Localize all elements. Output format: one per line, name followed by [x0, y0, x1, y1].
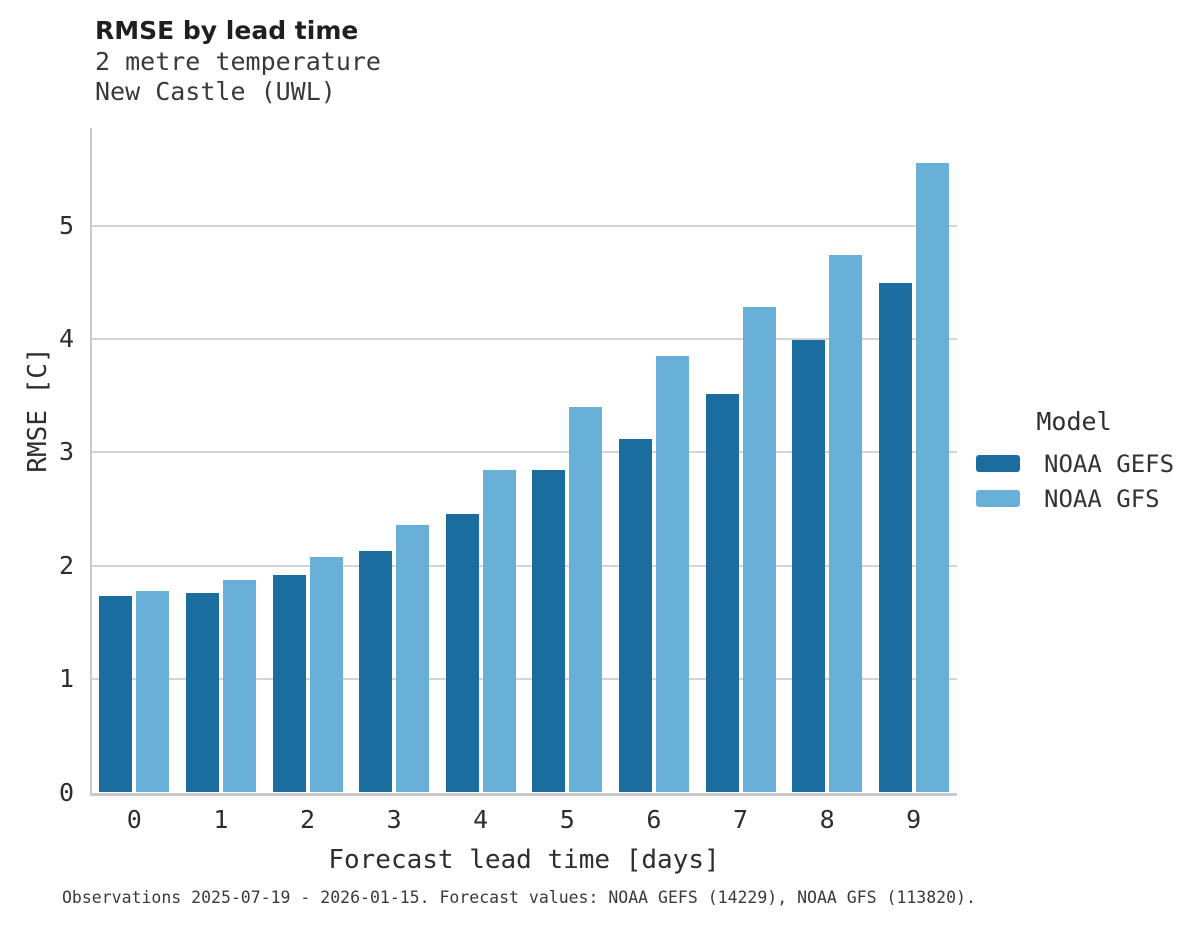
bar-noaa-gfs-lead-7 — [742, 307, 776, 793]
title-block: RMSE by lead time 2 metre temperature Ne… — [95, 14, 381, 107]
gridline-y-1 — [91, 678, 957, 681]
x-tick-label-7: 7 — [732, 805, 749, 834]
y-tick-label-2: 2 — [58, 550, 74, 580]
bar-noaa-gefs-lead-8 — [792, 340, 826, 793]
gridline-y-4 — [91, 337, 957, 340]
gridline-y-5 — [91, 224, 957, 227]
legend-item-noaa-gefs: NOAA GEFS — [976, 446, 1175, 481]
x-tick-label-3: 3 — [386, 805, 402, 834]
bar-noaa-gefs-lead-5 — [532, 470, 566, 793]
x-axis-spine — [89, 792, 957, 796]
legend-items: NOAA GEFS NOAA GFS — [976, 446, 1175, 516]
legend-title: Model — [1036, 407, 1112, 436]
bar-noaa-gfs-lead-2 — [309, 556, 343, 793]
y-tick-label-4: 4 — [58, 323, 74, 353]
chart-subtitle-variable: 2 metre temperature — [95, 47, 381, 76]
bar-noaa-gefs-lead-0 — [99, 596, 133, 793]
y-tick-label-3: 3 — [58, 437, 74, 467]
gridline-y-2 — [91, 564, 957, 567]
x-tick-label-4: 4 — [473, 805, 489, 834]
bar-noaa-gfs-lead-5 — [569, 406, 603, 793]
legend-item-noaa-gfs: NOAA GFS — [976, 481, 1172, 516]
y-tick-label-0: 0 — [58, 777, 74, 807]
y-axis-spine — [89, 128, 92, 796]
legend-swatch-icon — [976, 490, 1020, 507]
x-tick-label-1: 1 — [213, 805, 229, 834]
x-tick-label-5: 5 — [559, 805, 575, 834]
chart-subtitle-station: New Castle (UWL) — [95, 77, 336, 106]
x-tick-label-6: 6 — [646, 805, 662, 834]
bar-noaa-gefs-lead-6 — [618, 438, 652, 793]
x-tick-label-0: 0 — [126, 805, 142, 834]
legend-label: NOAA GEFS — [1044, 449, 1175, 478]
bar-noaa-gefs-lead-2 — [272, 574, 306, 793]
x-tick-label-8: 8 — [819, 805, 835, 834]
y-tick-label-5: 5 — [58, 210, 74, 240]
y-axis-label: RMSE [C] — [23, 347, 53, 473]
bar-noaa-gefs-lead-4 — [445, 513, 479, 793]
bar-noaa-gfs-lead-1 — [222, 580, 256, 793]
bar-noaa-gfs-lead-3 — [396, 524, 430, 793]
x-tick-label-9: 9 — [906, 805, 922, 834]
caption-footnote: Observations 2025-07-19 - 2026-01-15. Fo… — [62, 888, 976, 907]
bar-noaa-gfs-lead-4 — [482, 470, 516, 793]
chart-title: RMSE by lead time — [95, 16, 359, 45]
bar-noaa-gfs-lead-0 — [136, 590, 170, 793]
bar-noaa-gfs-lead-8 — [829, 255, 863, 793]
x-axis-label: Forecast lead time [days] — [328, 845, 720, 875]
x-tick-label-2: 2 — [299, 805, 316, 834]
legend: Model NOAA GEFS NOAA GFS — [976, 406, 1175, 516]
bar-noaa-gefs-lead-7 — [705, 394, 739, 793]
bar-noaa-gefs-lead-9 — [878, 283, 912, 793]
bar-noaa-gefs-lead-3 — [359, 550, 393, 793]
legend-label: NOAA GFS — [1044, 484, 1160, 513]
bar-noaa-gfs-lead-6 — [655, 355, 689, 793]
bar-noaa-gfs-lead-9 — [915, 163, 949, 793]
y-tick-label-1: 1 — [58, 664, 74, 694]
gridline-y-3 — [91, 451, 957, 454]
bar-noaa-gefs-lead-1 — [185, 592, 219, 793]
legend-swatch-icon — [976, 455, 1020, 472]
